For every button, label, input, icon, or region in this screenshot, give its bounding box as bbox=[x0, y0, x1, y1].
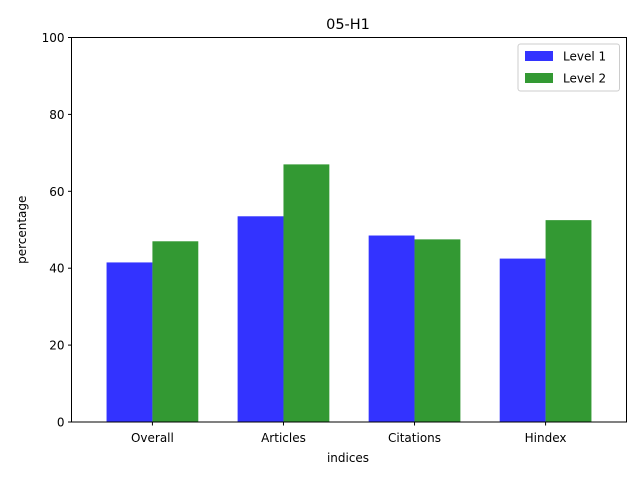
chart-title: 05-H1 bbox=[326, 17, 370, 33]
bar-level-2-citations bbox=[414, 239, 461, 422]
bar-level-1-overall bbox=[106, 262, 153, 422]
bar-level-2-overall bbox=[152, 241, 199, 422]
bars-layer bbox=[106, 164, 592, 422]
bar-level-2-articles bbox=[283, 164, 330, 422]
legend-swatch-level-2 bbox=[525, 73, 553, 83]
legend-label-level-1: Level 1 bbox=[563, 50, 606, 64]
x-tick-label-overall: Overall bbox=[131, 431, 174, 445]
y-tick-label: 20 bbox=[49, 339, 64, 353]
bar-level-2-hindex bbox=[545, 220, 592, 422]
plot-frame bbox=[71, 37, 627, 423]
y-axis-label: percentage bbox=[15, 196, 29, 264]
y-tick-label: 80 bbox=[49, 108, 64, 122]
bar-level-1-citations bbox=[368, 235, 415, 422]
legend-label-level-2: Level 2 bbox=[563, 72, 606, 86]
x-axis-label: indices bbox=[327, 451, 369, 465]
axes-layer bbox=[71, 37, 627, 423]
y-tick-label: 100 bbox=[42, 31, 65, 45]
y-tick-label: 60 bbox=[49, 185, 64, 199]
legend-swatch-level-1 bbox=[525, 51, 553, 61]
y-tick-label: 40 bbox=[49, 262, 64, 276]
x-tick-label-hindex: Hindex bbox=[525, 431, 567, 445]
legend: Level 1 Level 2 bbox=[517, 43, 620, 92]
bar-level-1-articles bbox=[237, 216, 284, 422]
x-tick-label-articles: Articles bbox=[261, 431, 306, 445]
y-axis-ticks: 0 20 40 60 80 100 bbox=[42, 31, 72, 430]
x-axis-ticks: Overall Articles Citations Hindex bbox=[131, 422, 567, 445]
y-tick-label: 0 bbox=[57, 416, 65, 430]
x-tick-label-citations: Citations bbox=[388, 431, 441, 445]
bar-level-1-hindex bbox=[499, 258, 546, 422]
